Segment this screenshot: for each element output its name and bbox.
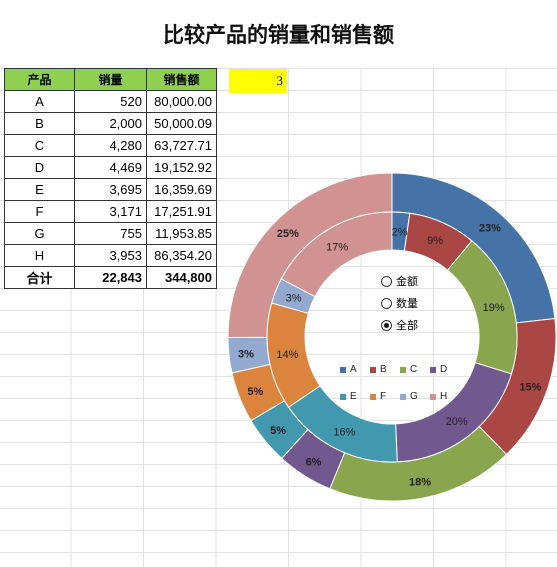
radio-option[interactable]: 全部 bbox=[381, 314, 418, 336]
legend-label: B bbox=[380, 364, 387, 375]
slice-data-label: 3% bbox=[286, 293, 302, 305]
legend-item: G bbox=[400, 391, 430, 402]
slice-data-label: 19% bbox=[483, 302, 505, 314]
inner-ring-quantity bbox=[266, 211, 518, 463]
sales-cell[interactable]: 50,000.09 bbox=[146, 112, 217, 135]
radio-option[interactable]: 金额 bbox=[381, 270, 418, 292]
selector-cell[interactable]: 3 bbox=[229, 69, 287, 93]
table-row: B 2,000 50,000.09 bbox=[4, 112, 217, 135]
table-row: C 4,280 63,727.71 bbox=[4, 134, 217, 157]
legend-swatch bbox=[340, 366, 346, 373]
legend-swatch bbox=[340, 393, 346, 400]
slice-data-label: 5% bbox=[270, 425, 286, 437]
quantity-cell[interactable]: 520 bbox=[74, 90, 147, 113]
slice-data-label: 25% bbox=[277, 228, 299, 240]
legend-label: C bbox=[410, 364, 418, 375]
data-table: 产品 销量 销售额 A 520 80,000.00 B 2,000 50,000.09 C 4… bbox=[4, 68, 217, 289]
chart-legend: A B C D E F G H bbox=[340, 364, 460, 402]
slice-data-label: 20% bbox=[446, 416, 468, 428]
legend-label: E bbox=[350, 391, 357, 402]
legend-item: H bbox=[430, 391, 460, 402]
table-row: H 3,953 86,354.20 bbox=[4, 244, 217, 267]
table-header-row: 产品 销量 销售额 bbox=[4, 68, 217, 91]
table-row: E 3,695 16,359.69 bbox=[4, 178, 217, 201]
radio-label: 金额 bbox=[396, 275, 418, 288]
header-product[interactable]: 产品 bbox=[4, 68, 75, 91]
table-row: D 4,469 19,152.92 bbox=[4, 156, 217, 179]
slice-data-label: 5% bbox=[247, 386, 263, 398]
data-labels: 23% 15% 18% 6% 5% 5% 3% 25% 2% 9% 19% 20% 16% 14% 3% 17… bbox=[238, 222, 542, 488]
total-row: 合计 22,843 344,800 bbox=[4, 266, 217, 289]
slice-data-label: 9% bbox=[427, 235, 443, 247]
legend-swatch bbox=[400, 393, 406, 400]
slice-data-label: 2% bbox=[392, 226, 408, 238]
slice-data-label: 3% bbox=[238, 348, 254, 360]
donut-slice-h[interactable] bbox=[280, 211, 393, 298]
total-sales-cell[interactable]: 344,800 bbox=[146, 266, 217, 289]
table-row: A 520 80,000.00 bbox=[4, 90, 217, 113]
sales-cell[interactable]: 86,354.20 bbox=[146, 244, 217, 267]
slice-data-label: 14% bbox=[276, 349, 298, 361]
slice-data-label: 16% bbox=[333, 427, 355, 439]
legend-item: F bbox=[370, 391, 400, 402]
slice-data-label: 15% bbox=[519, 381, 541, 393]
legend-swatch bbox=[400, 366, 406, 373]
legend-swatch bbox=[430, 393, 436, 400]
legend-item: E bbox=[340, 391, 370, 402]
legend-item: A bbox=[340, 364, 370, 375]
legend-item: D bbox=[430, 364, 460, 375]
sales-cell[interactable]: 63,727.71 bbox=[146, 134, 217, 157]
legend-item: B bbox=[370, 364, 400, 375]
legend-swatch bbox=[370, 393, 376, 400]
legend-label: A bbox=[350, 364, 357, 375]
radio-option[interactable]: 数量 bbox=[381, 292, 418, 314]
outer-ring-sales bbox=[227, 172, 557, 502]
radio-unchecked-icon[interactable] bbox=[381, 275, 392, 287]
legend-label: H bbox=[440, 391, 448, 402]
radio-label: 全部 bbox=[396, 319, 418, 332]
legend-label: F bbox=[380, 391, 387, 402]
legend-label: D bbox=[440, 364, 448, 375]
header-sales[interactable]: 销售额 bbox=[146, 68, 217, 91]
header-quantity[interactable]: 销量 bbox=[74, 68, 147, 91]
slice-data-label: 6% bbox=[306, 456, 322, 468]
radio-checked-icon[interactable] bbox=[381, 319, 392, 331]
slice-data-label: 23% bbox=[479, 222, 501, 234]
slice-data-label: 18% bbox=[409, 476, 431, 488]
series-radio-group: 金额 数量 全部 bbox=[381, 270, 418, 336]
table-row: G 755 11,953.85 bbox=[4, 222, 217, 245]
slice-data-label: 17% bbox=[326, 241, 348, 253]
total-quantity-cell[interactable]: 22,843 bbox=[74, 266, 147, 289]
legend-item: C bbox=[400, 364, 430, 375]
radio-label: 数量 bbox=[396, 297, 418, 310]
legend-swatch bbox=[370, 366, 376, 373]
sales-cell[interactable]: 80,000.00 bbox=[146, 90, 217, 113]
legend-label: G bbox=[410, 391, 418, 402]
sheet-title: 比较产品的销量和销售额 bbox=[0, 0, 557, 68]
radio-unchecked-icon[interactable] bbox=[381, 297, 392, 309]
legend-swatch bbox=[430, 366, 436, 373]
